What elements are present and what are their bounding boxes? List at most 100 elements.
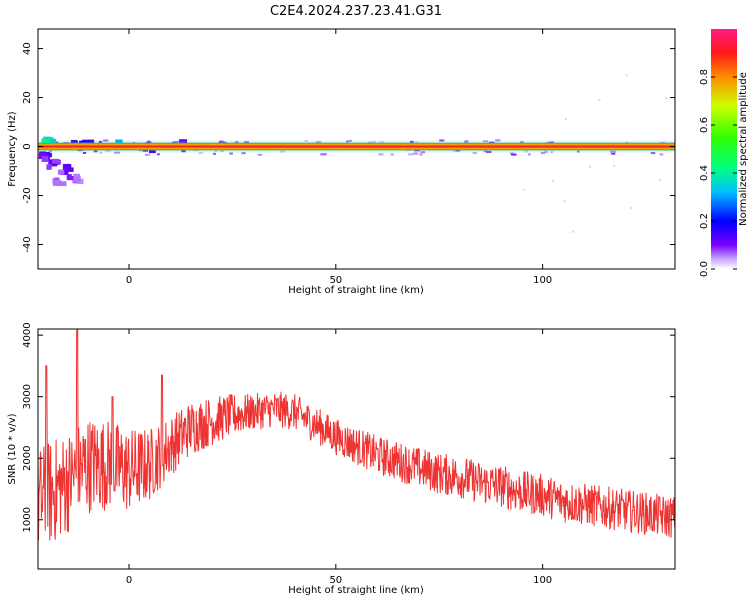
band-speck (93, 150, 98, 153)
band-speck (257, 153, 263, 156)
band-speck (453, 150, 456, 153)
spectrogram-ytick-label: -20 (22, 187, 33, 203)
band-speck (540, 151, 546, 154)
band-speck (198, 151, 204, 154)
snr-ytick-label: 2000 (22, 446, 33, 471)
band-speck (147, 140, 151, 143)
band-speck (315, 141, 322, 144)
snr-xtick-label: 50 (329, 575, 342, 586)
band-speck (611, 152, 616, 155)
band-speck (105, 149, 111, 152)
band-speck (304, 140, 309, 143)
spectrogram-xtick-label: 0 (126, 275, 132, 286)
noise-speck (563, 200, 566, 203)
amplitude-cluster (49, 138, 57, 145)
amplitude-cluster (46, 164, 52, 170)
noise-speck (589, 165, 592, 168)
band-speck (495, 139, 501, 142)
band-speck (98, 140, 103, 143)
amplitude-cluster (64, 164, 72, 170)
snr-ylabel: SNR (10 * v/v) (7, 413, 18, 484)
band-speck (576, 150, 580, 153)
band-speck (144, 153, 150, 156)
spectrogram-xtick-label: 50 (329, 275, 342, 286)
band-speck (54, 141, 59, 144)
band-speck (407, 153, 414, 156)
spectrogram-ytick-label: 20 (22, 91, 33, 104)
band-speck (524, 149, 528, 152)
band-speck (99, 151, 103, 154)
band-speck (419, 153, 423, 156)
band-speck (229, 152, 233, 155)
band-speck (103, 139, 109, 142)
band-speck (372, 140, 376, 143)
snr-xtick-label: 100 (533, 575, 552, 586)
band-speck (280, 150, 285, 153)
noise-speck (613, 164, 616, 167)
band-speck (486, 150, 492, 153)
band-speck (181, 150, 186, 153)
band-speck (378, 153, 384, 156)
colorbar-tick-label: 0.2 (699, 213, 710, 229)
band-speck (213, 152, 216, 155)
amplitude-cluster (66, 175, 75, 181)
amplitude-cluster (60, 169, 69, 175)
spectrogram-panel: 0 50 100 -40 -20 0 20 40 Height of straight lin… (7, 28, 676, 296)
amplitude-cluster (115, 139, 123, 146)
colorbar-tick-label: 0.4 (699, 165, 710, 181)
snr-xlabel: Height of straight line (km) (288, 585, 424, 596)
band-speck (464, 140, 469, 143)
band-speck (550, 151, 553, 154)
band-speck (219, 140, 224, 143)
snr-series-line (38, 329, 675, 541)
band-speck (439, 139, 445, 142)
spectrogram-ylabel: Frequency (Hz) (7, 111, 18, 187)
spectrogram-xlabel: Height of straight line (km) (288, 285, 424, 296)
band-speck (48, 149, 52, 152)
band-speck (420, 151, 426, 154)
band-speck (609, 150, 616, 153)
amplitude-cluster (73, 173, 81, 179)
band-speck (221, 150, 224, 153)
band-speck (409, 140, 414, 143)
band-speck (346, 140, 349, 143)
noise-speck (564, 118, 567, 121)
band-speck (320, 153, 327, 156)
band-speck (390, 153, 394, 156)
colorbar-tick-label: 0.6 (699, 117, 710, 133)
amplitude-cluster (71, 139, 78, 146)
band-speck (472, 151, 477, 154)
band-speck (348, 139, 352, 142)
noise-speck (630, 206, 633, 209)
spectrogram-ytick-label: 40 (22, 42, 33, 55)
amplitude-cluster (57, 169, 65, 175)
band-speck (528, 153, 531, 156)
noise-speck (523, 188, 526, 191)
amplitude-cluster (73, 176, 81, 182)
band-speck (543, 151, 549, 154)
amplitude-cluster (59, 181, 67, 187)
snr-ytick-label: 3000 (22, 384, 33, 409)
amplitude-cluster (52, 180, 60, 186)
band-speck (511, 153, 517, 156)
spectrogram-frame (37, 28, 676, 270)
colorbar-gradient (711, 29, 737, 269)
colorbar-tick-label: 0.8 (699, 69, 710, 85)
colorbar: 0.0 0.2 0.4 0.6 0.8 Normalized spectral ampl… (699, 29, 749, 277)
spectrogram-ytick-label: -40 (22, 236, 33, 252)
snr-ytick-label: 4000 (22, 322, 33, 347)
band-speck (241, 152, 246, 155)
band-speck (659, 153, 664, 156)
dominant-band-core (38, 145, 675, 148)
noise-speck (659, 178, 662, 181)
band-speck (525, 150, 528, 153)
band-speck (413, 152, 419, 155)
band-speck (650, 152, 656, 155)
chart-title: C2E4.2024.237.23.41.G31 (270, 4, 442, 19)
spectrogram-ytick-label: 0 (22, 143, 33, 149)
band-speck (114, 151, 121, 154)
snr-ytick-label: 1000 (22, 507, 33, 532)
amplitude-cluster (52, 158, 60, 164)
amplitude-cluster (41, 138, 50, 144)
